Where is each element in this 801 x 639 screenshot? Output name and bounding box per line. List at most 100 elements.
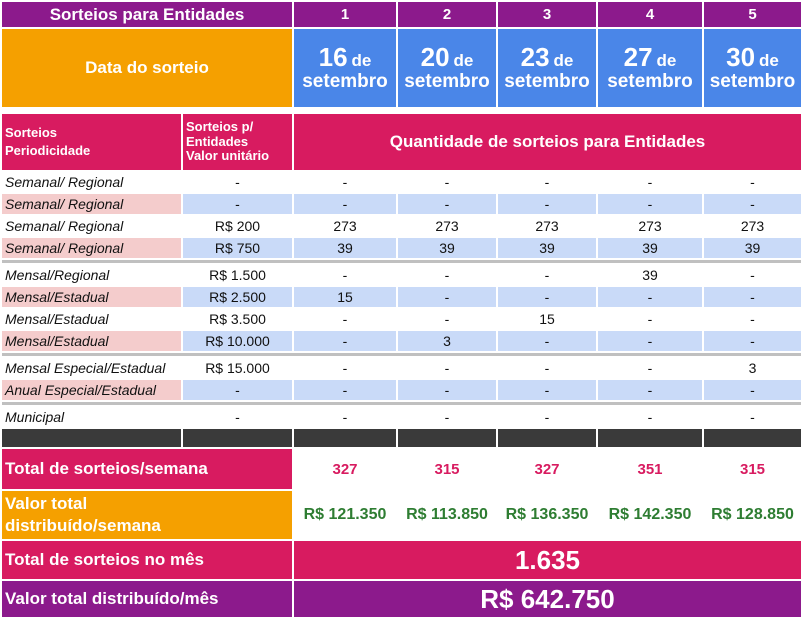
qty-cell: 39 — [496, 236, 598, 260]
table-row: Semanal/ Regional R$ 200 273 273 273 273 273 — [0, 214, 801, 238]
qty-cell: 273 — [292, 214, 398, 238]
qty-cell: - — [596, 378, 704, 402]
date-day: 20 — [420, 42, 450, 73]
date-row: Data do sorteio 16 de setembro 20 de setem… — [0, 27, 801, 109]
qty-cell: 15 — [496, 307, 598, 331]
monthly-count-label: Total de sorteios no mês — [0, 539, 294, 581]
qty-cell: - — [596, 356, 704, 380]
qty-cell: 15 — [292, 285, 398, 309]
dark-separator — [0, 427, 801, 449]
unit-value: R$ 750 — [181, 236, 294, 260]
row-label: Anual Especial/Estadual — [0, 378, 183, 402]
table-row: Mensal Especial/Estadual R$ 15.000 ----3 — [0, 356, 801, 380]
column-number: 2 — [396, 0, 498, 29]
qty-cell: - — [496, 170, 598, 194]
qty-cell: - — [292, 405, 398, 429]
qty-cell: - — [702, 405, 801, 429]
qty-cell: - — [702, 170, 801, 194]
header-text: Sorteios — [5, 125, 58, 141]
row-label: Mensal/Estadual — [0, 329, 183, 353]
row-label: Mensal/Estadual — [0, 285, 183, 309]
qty-cell: 3 — [396, 329, 498, 353]
weekly-count-label: Total de sorteios/semana — [0, 447, 294, 491]
header-text: Sorteios p/ — [186, 118, 254, 134]
weekly-count: 351 — [596, 447, 704, 491]
subheader-row: Sorteios Periodicidade Sorteios p/Entidad… — [0, 112, 801, 172]
weekly-value: R$ 121.350 — [292, 489, 398, 541]
row-label: Municipal — [0, 405, 183, 429]
qty-cell: - — [292, 378, 398, 402]
date-month: setembro — [302, 70, 388, 92]
qty-cell: - — [396, 405, 498, 429]
qty-cell: 39 — [596, 236, 704, 260]
table-title: Sorteios para Entidades — [0, 0, 294, 29]
row-label: Mensal Especial/Estadual — [0, 356, 183, 380]
qty-cell: 39 — [702, 236, 801, 260]
weekly-count: 327 — [496, 447, 598, 491]
label-text: distribuído/semana — [5, 516, 161, 535]
weekly-count: 315 — [396, 447, 498, 491]
qty-cell: - — [496, 192, 598, 216]
table-row: Semanal/ Regional R$ 750 39 39 39 39 39 — [0, 236, 801, 260]
date-de: de — [351, 51, 372, 71]
unit-value: - — [181, 405, 294, 429]
row-label: Semanal/ Regional — [0, 214, 183, 238]
qty-cell: - — [496, 285, 598, 309]
unit-value: R$ 3.500 — [181, 307, 294, 331]
column-number: 1 — [292, 0, 398, 29]
column-number: 4 — [596, 0, 704, 29]
date-day: 27 — [623, 42, 653, 73]
qty-cell: 273 — [596, 214, 704, 238]
qty-cell: 3 — [702, 356, 801, 380]
weekly-value: R$ 136.350 — [496, 489, 598, 541]
table-row: Mensal/Estadual R$ 3.500 - -15- - — [0, 307, 801, 331]
qty-cell: - — [596, 192, 704, 216]
qty-cell: - — [496, 263, 598, 287]
weekly-value: R$ 128.850 — [702, 489, 801, 541]
unit-value: R$ 15.000 — [181, 356, 294, 380]
qty-cell: - — [396, 170, 498, 194]
qty-cell: - — [596, 329, 704, 353]
row-label: Semanal/ Regional — [0, 192, 183, 216]
table-row: Anual Especial/Estadual - ----- — [0, 378, 801, 402]
qty-cell: - — [702, 378, 801, 402]
date-cell: 16 de setembro — [292, 27, 398, 109]
date-label: Data do sorteio — [0, 27, 294, 109]
date-cell: 30 de setembro — [702, 27, 801, 109]
label-text: Valor total — [5, 493, 88, 513]
weekly-value-row: Valor total distribuído/semana R$ 121.350… — [0, 489, 801, 541]
monthly-count: 1.635 — [292, 539, 801, 581]
weekly-value: R$ 142.350 — [596, 489, 704, 541]
date-month: setembro — [607, 70, 693, 92]
header-text: Valor unitário — [186, 148, 270, 164]
header-text: Periodicidade — [5, 143, 91, 158]
qty-cell: - — [702, 329, 801, 353]
qty-cell: - — [496, 356, 598, 380]
date-month: setembro — [504, 70, 590, 92]
unit-value: - — [181, 192, 294, 216]
qty-cell: - — [596, 405, 704, 429]
date-de: de — [453, 51, 474, 71]
qty-cell: 273 — [396, 214, 498, 238]
qty-cell: - — [702, 263, 801, 287]
qty-cell: - — [596, 307, 704, 331]
monthly-count-row: Total de sorteios no mês 1.635 — [0, 539, 801, 581]
unit-value: R$ 200 — [181, 214, 294, 238]
unit-value: - — [181, 170, 294, 194]
qty-cell: - — [702, 307, 801, 331]
date-de: de — [656, 51, 677, 71]
row-label: Semanal/ Regional — [0, 170, 183, 194]
date-day: 16 — [318, 42, 348, 73]
qty-cell: 39 — [292, 236, 398, 260]
monthly-value-row: Valor total distribuído/mês R$ 642.750 — [0, 579, 801, 619]
row-label: Semanal/ Regional — [0, 236, 183, 260]
monthly-value: R$ 642.750 — [292, 579, 801, 619]
unit-value: R$ 2.500 — [181, 285, 294, 309]
weekly-count: 315 — [702, 447, 801, 491]
qty-cell: 273 — [496, 214, 598, 238]
qty-cell: - — [396, 285, 498, 309]
table-row: Municipal - ----- — [0, 405, 801, 429]
date-de: de — [758, 51, 779, 71]
qty-cell: 273 — [702, 214, 801, 238]
qty-cell: - — [496, 329, 598, 353]
